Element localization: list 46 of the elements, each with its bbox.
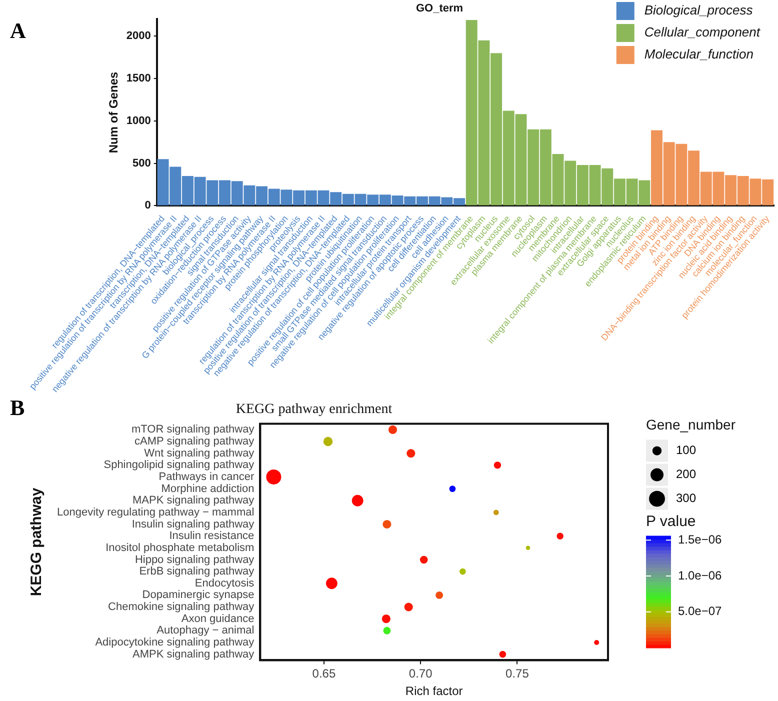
y-tick-label: 1000 xyxy=(126,114,151,127)
y-tick-label: Adipocytokine signaling pathway xyxy=(95,636,255,648)
x-tick-label: 0.75 xyxy=(506,666,530,681)
x-tick-label: 0.70 xyxy=(408,666,433,681)
y-axis-title: KEGG pathway xyxy=(28,487,46,596)
y-tick-label: Autophagy − animal xyxy=(156,624,254,637)
y-tick-label: Morphine addiction xyxy=(161,482,254,495)
y-tick-label: Longevity regulating pathway − mammal xyxy=(56,506,254,518)
y-tick-label: Inositol phosphate metabolism xyxy=(106,542,254,554)
y-tick-label: mTOR signaling pathway xyxy=(132,424,255,436)
legend-label: 200 xyxy=(676,467,696,482)
y-tick-label: 500 xyxy=(132,157,151,170)
y-tick-label: Hippo signaling pathway xyxy=(134,554,255,566)
color-bar-label: 1.0e−06 xyxy=(678,568,722,582)
legend-label: Biological_process xyxy=(644,2,754,18)
legend-label: Molecular_function xyxy=(644,46,754,62)
y-tick-label: ErbB signaling pathway xyxy=(139,566,255,578)
legend-title: Gene_number xyxy=(646,416,736,433)
color-bar-label: 5.0e−07 xyxy=(678,604,722,618)
y-tick-label: 1500 xyxy=(126,72,151,85)
y-tick-label: 0 xyxy=(144,200,151,212)
y-tick-label: Dopaminergic synapse xyxy=(142,589,254,602)
y-axis-title: Num of Genes xyxy=(106,71,121,154)
y-tick-label: Insulin signaling pathway xyxy=(132,518,255,530)
y-tick-label: Chemokine signaling pathway xyxy=(108,601,255,614)
legend-label: 100 xyxy=(676,443,696,458)
color-bar-title: P value xyxy=(646,512,696,530)
color-bar-label: 1.5e−06 xyxy=(678,532,722,546)
text: B xyxy=(10,395,25,421)
y-tick-label: MAPK signaling pathway xyxy=(132,494,255,507)
y-tick-label: Insulin resistance xyxy=(169,530,254,542)
legend-label: 300 xyxy=(676,491,696,506)
y-tick-label: cAMP signaling pathway xyxy=(134,436,255,448)
y-tick-label: Axon guidance xyxy=(181,612,254,625)
y-tick-label: AMPK signaling pathway xyxy=(132,648,255,660)
x-tick-label: 0.65 xyxy=(312,666,336,681)
legend-label: Cellular_component xyxy=(644,24,762,40)
y-tick-label: Pathways in cancer xyxy=(158,471,255,484)
y-tick-label: Sphingolipid signaling pathway xyxy=(104,459,255,472)
chart-title: GO_term xyxy=(416,2,464,15)
chart-title: KEGG pathway enrichment xyxy=(236,402,392,418)
y-tick-label: Wnt signaling pathway xyxy=(144,447,255,460)
x-axis-title: Rich factor xyxy=(405,684,463,698)
y-tick-label: 2000 xyxy=(126,30,151,42)
y-tick-label: Endocytosis xyxy=(194,577,255,590)
text: A xyxy=(10,18,26,44)
